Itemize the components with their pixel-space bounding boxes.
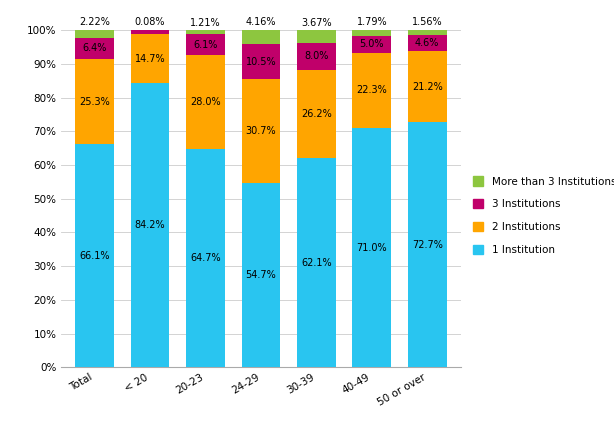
Bar (352, 128, 391, 367)
Bar (186, 34, 225, 55)
Text: 30.7%: 30.7% (246, 126, 276, 136)
Bar (297, 43, 336, 70)
Bar (352, 53, 391, 128)
Text: 22.3%: 22.3% (357, 86, 387, 95)
Text: 2.22%: 2.22% (79, 17, 110, 28)
Bar (131, 34, 169, 83)
Text: 4.16%: 4.16% (246, 17, 276, 27)
Text: 4.6%: 4.6% (415, 38, 440, 48)
Text: 1.79%: 1.79% (357, 17, 387, 27)
Bar (76, 38, 114, 59)
Text: 1.21%: 1.21% (190, 18, 221, 28)
Text: 72.7%: 72.7% (412, 240, 443, 250)
Bar (186, 149, 225, 367)
Bar (352, 30, 391, 36)
Bar (186, 55, 225, 149)
Bar (297, 158, 336, 367)
Bar (297, 70, 336, 158)
Text: 6.4%: 6.4% (82, 44, 107, 54)
Bar (241, 183, 281, 367)
Bar (408, 30, 446, 35)
Text: 14.7%: 14.7% (135, 54, 165, 64)
Text: 26.2%: 26.2% (301, 109, 332, 119)
Text: 1.56%: 1.56% (412, 17, 443, 27)
Text: 10.5%: 10.5% (246, 57, 276, 67)
Bar (241, 44, 281, 79)
Bar (76, 30, 114, 38)
Bar (241, 79, 281, 183)
Bar (297, 30, 336, 43)
Text: 54.7%: 54.7% (246, 270, 276, 280)
Bar (76, 144, 114, 367)
Bar (408, 51, 446, 122)
Bar (186, 30, 225, 34)
Text: 21.2%: 21.2% (412, 82, 443, 92)
Text: 71.0%: 71.0% (357, 243, 387, 253)
Bar (352, 36, 391, 53)
Legend: More than 3 Institutions, 3 Institutions, 2 Institutions, 1 Institution: More than 3 Institutions, 3 Institutions… (470, 173, 614, 258)
Text: 66.1%: 66.1% (79, 251, 110, 261)
Bar (408, 122, 446, 367)
Text: 64.7%: 64.7% (190, 253, 221, 263)
Text: 6.1%: 6.1% (193, 40, 218, 50)
Bar (76, 59, 114, 144)
Bar (408, 35, 446, 51)
Text: 25.3%: 25.3% (79, 97, 110, 107)
Bar (241, 30, 281, 44)
Text: 5.0%: 5.0% (360, 39, 384, 49)
Text: 0.08%: 0.08% (135, 17, 165, 27)
Bar (131, 83, 169, 367)
Bar (131, 30, 169, 34)
Text: 28.0%: 28.0% (190, 97, 221, 107)
Text: 62.1%: 62.1% (301, 257, 332, 267)
Text: 3.67%: 3.67% (301, 18, 332, 28)
Text: 8.0%: 8.0% (304, 51, 328, 61)
Text: 84.2%: 84.2% (135, 220, 165, 230)
